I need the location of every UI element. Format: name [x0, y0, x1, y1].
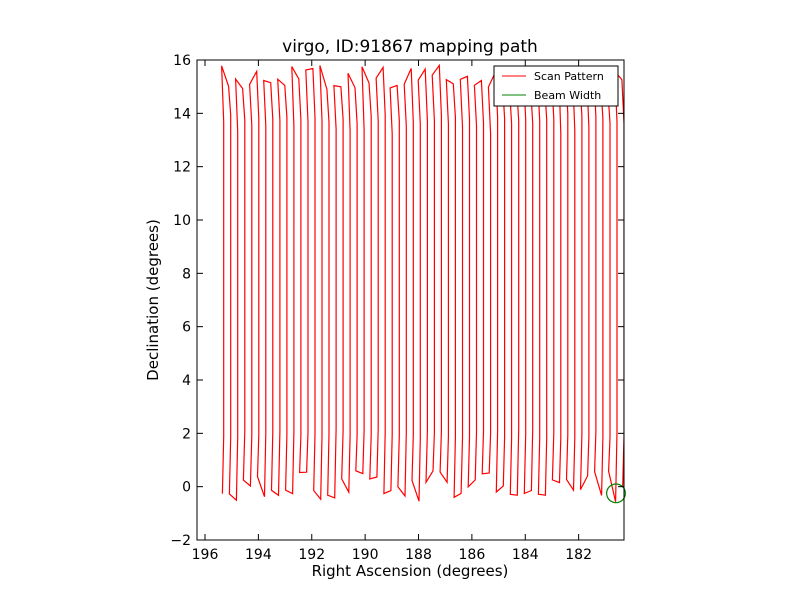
- y-axis-label: Declination (degrees): [144, 219, 162, 381]
- x-axis-label: Right Ascension (degrees): [312, 562, 509, 580]
- x-tick-label: 186: [459, 547, 486, 563]
- legend-label-scan-pattern: Scan Pattern: [534, 70, 604, 83]
- y-tick-label: 2: [182, 426, 191, 442]
- x-axis-ticks: 196 194 192 190 188 186 184 182: [192, 60, 592, 563]
- y-tick-label: 8: [182, 266, 191, 282]
- y-tick-label: 0: [182, 480, 191, 496]
- x-tick-label: 192: [298, 547, 325, 563]
- x-tick-label: 196: [192, 547, 219, 563]
- x-tick-label: 194: [245, 547, 272, 563]
- plot-area: [221, 63, 626, 504]
- y-tick-label: 4: [182, 373, 191, 389]
- y-tick-label: 16: [173, 53, 191, 69]
- chart-title: virgo, ID:91867 mapping path: [282, 37, 538, 57]
- x-tick-label: 182: [565, 547, 592, 563]
- y-axis-ticks: −2 0 2 4 6 8 10 12 14 16: [170, 53, 624, 549]
- x-tick-label: 190: [352, 547, 379, 563]
- x-tick-label: 188: [405, 547, 432, 563]
- legend: Scan Pattern Beam Width: [493, 65, 619, 107]
- beam-width-circle: [606, 483, 626, 504]
- y-tick-label: 14: [173, 106, 191, 122]
- y-tick-label: 12: [173, 160, 191, 176]
- legend-box: [493, 65, 619, 107]
- scan-pattern-line: [221, 63, 624, 502]
- y-tick-label: −2: [170, 533, 191, 549]
- y-tick-label: 6: [182, 320, 191, 336]
- x-tick-label: 184: [512, 547, 539, 563]
- y-tick-label: 10: [173, 213, 191, 229]
- legend-label-beam-width: Beam Width: [534, 89, 601, 102]
- plot-frame: [196, 59, 625, 541]
